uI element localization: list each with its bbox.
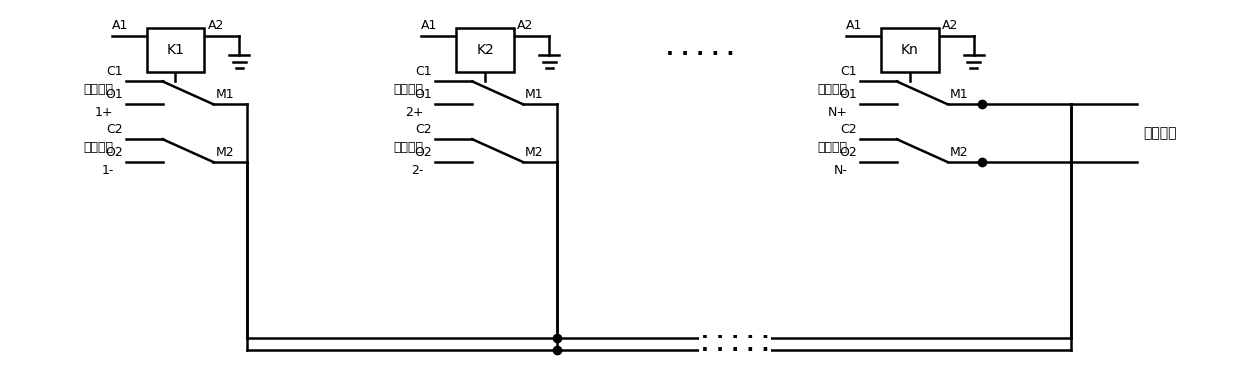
Text: O2: O2	[414, 146, 433, 159]
Text: M2: M2	[525, 146, 543, 159]
Text: N-: N-	[833, 164, 848, 177]
Text: M2: M2	[216, 146, 234, 159]
Text: A1: A1	[422, 18, 438, 32]
Text: M1: M1	[950, 88, 968, 101]
Text: · · · · ·: · · · · ·	[666, 45, 734, 65]
Text: C1: C1	[415, 65, 433, 78]
Text: · · · · ·: · · · · ·	[701, 340, 769, 361]
Text: K2: K2	[476, 43, 494, 57]
Text: 1+: 1+	[95, 106, 114, 119]
Text: A2: A2	[517, 18, 533, 32]
Bar	[456, 28, 515, 72]
Text: C2: C2	[105, 123, 123, 136]
Text: O1: O1	[105, 88, 123, 101]
Text: Kn: Kn	[900, 43, 919, 57]
Text: 1-: 1-	[102, 164, 114, 177]
Text: A2: A2	[207, 18, 224, 32]
Text: N+: N+	[828, 106, 848, 119]
Text: M1: M1	[216, 88, 234, 101]
Text: O1: O1	[414, 88, 433, 101]
Bar	[880, 28, 939, 72]
Text: A1: A1	[112, 18, 128, 32]
Text: O2: O2	[105, 146, 123, 159]
Text: C1: C1	[105, 65, 123, 78]
Text: A1: A1	[846, 18, 862, 32]
Text: 被测信号: 被测信号	[817, 141, 848, 154]
Text: 2-: 2-	[410, 164, 423, 177]
Text: A2: A2	[941, 18, 959, 32]
Text: O1: O1	[839, 88, 857, 101]
Text: O2: O2	[839, 146, 857, 159]
Text: 2+: 2+	[404, 106, 423, 119]
Text: C1: C1	[841, 65, 857, 78]
Text: C2: C2	[841, 123, 857, 136]
Text: 被测信号: 被测信号	[817, 83, 848, 96]
Text: 被测信号: 被测信号	[393, 83, 423, 96]
Text: 被测信号: 被测信号	[393, 141, 423, 154]
Text: K1: K1	[166, 43, 185, 57]
Bar	[146, 28, 205, 72]
Text: M2: M2	[950, 146, 968, 159]
Text: · · · · ·: · · · · ·	[701, 328, 769, 348]
Text: 被测信号: 被测信号	[83, 83, 114, 96]
Text: 被测信号: 被测信号	[83, 141, 114, 154]
Text: M1: M1	[525, 88, 543, 101]
Text: C2: C2	[415, 123, 433, 136]
Text: 测试仪器: 测试仪器	[1143, 126, 1177, 140]
